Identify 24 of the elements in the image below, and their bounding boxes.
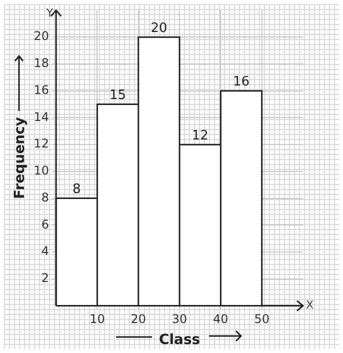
data-label: 20 xyxy=(150,20,168,36)
x-tick-label: 10 xyxy=(90,312,105,326)
x-tick-label: 20 xyxy=(130,312,146,326)
data-label: 16 xyxy=(232,74,250,90)
data-label: 8 xyxy=(72,182,81,198)
y-tick-label: 14 xyxy=(34,110,50,124)
y-tick-label: 12 xyxy=(34,136,50,151)
x-tick-label: 50 xyxy=(254,312,270,326)
x-tick-label: 40 xyxy=(213,312,228,326)
y-tick-label: 6 xyxy=(41,217,50,232)
text: Y xyxy=(45,6,54,20)
y-tick-label: 18 xyxy=(34,56,50,70)
y-tick-label: 8 xyxy=(41,190,50,204)
y-tick-label: 2 xyxy=(41,271,50,286)
y-tick-label: 4 xyxy=(41,244,50,258)
text: X xyxy=(306,298,314,312)
x-tick-label: 30 xyxy=(172,312,188,326)
y-tick-label: 16 xyxy=(34,82,50,97)
x-axis-title: Class xyxy=(158,332,200,348)
y-tick-label: 20 xyxy=(34,29,50,44)
y-tick-label: 10 xyxy=(34,164,50,178)
y-axis-title: Frequency xyxy=(12,117,28,199)
data-label: 15 xyxy=(110,88,126,104)
data-label: 12 xyxy=(192,128,208,144)
